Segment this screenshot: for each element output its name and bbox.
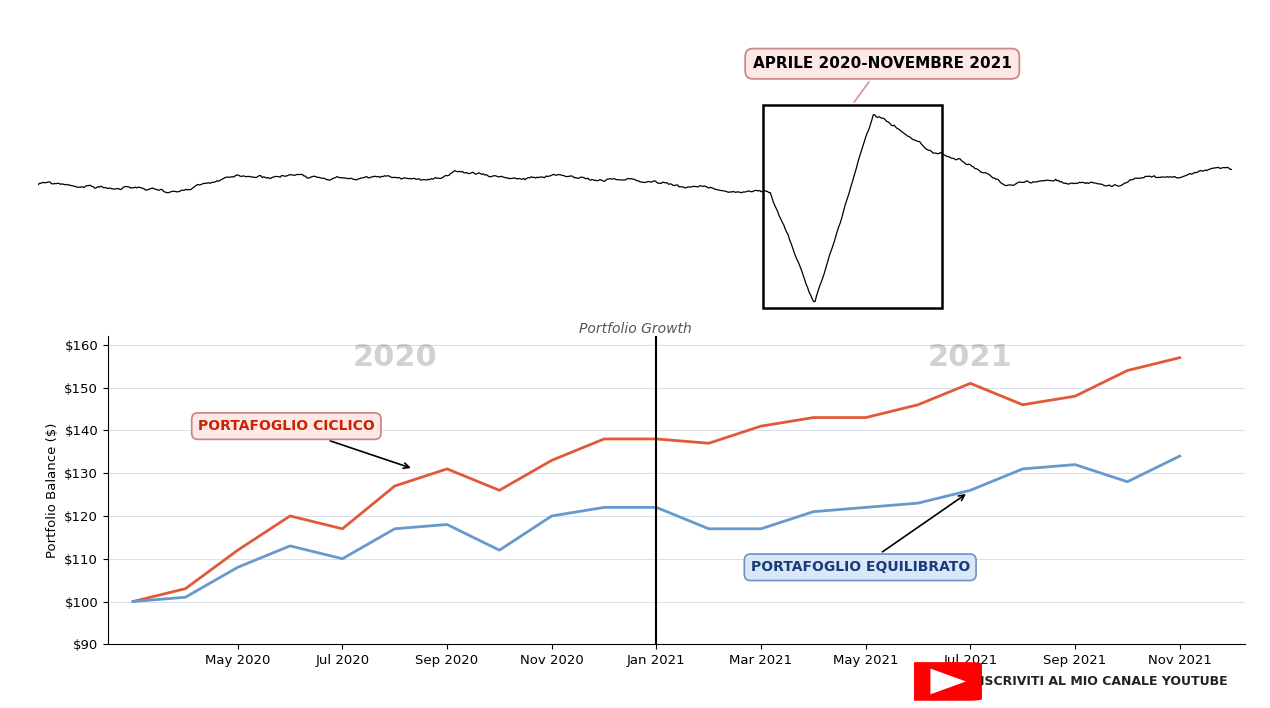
Text: APRILE 2020-NOVEMBRE 2021: APRILE 2020-NOVEMBRE 2021 (753, 56, 1012, 102)
Y-axis label: Portfolio Balance ($): Portfolio Balance ($) (46, 423, 58, 558)
Bar (763, 105, 942, 309)
Text: PORTAFOGLIO EQUILIBRATO: PORTAFOGLIO EQUILIBRATO (751, 495, 970, 574)
Text: 2020: 2020 (352, 343, 437, 372)
Text: Portfolio Growth: Portfolio Growth (579, 322, 691, 336)
Text: 2021: 2021 (928, 343, 1012, 372)
Text: ISCRIVITI AL MIO CANALE YOUTUBE: ISCRIVITI AL MIO CANALE YOUTUBE (980, 675, 1228, 688)
Text: PORTAFOGLIO CICLICO: PORTAFOGLIO CICLICO (198, 419, 409, 468)
Polygon shape (931, 668, 966, 695)
FancyBboxPatch shape (904, 662, 982, 701)
